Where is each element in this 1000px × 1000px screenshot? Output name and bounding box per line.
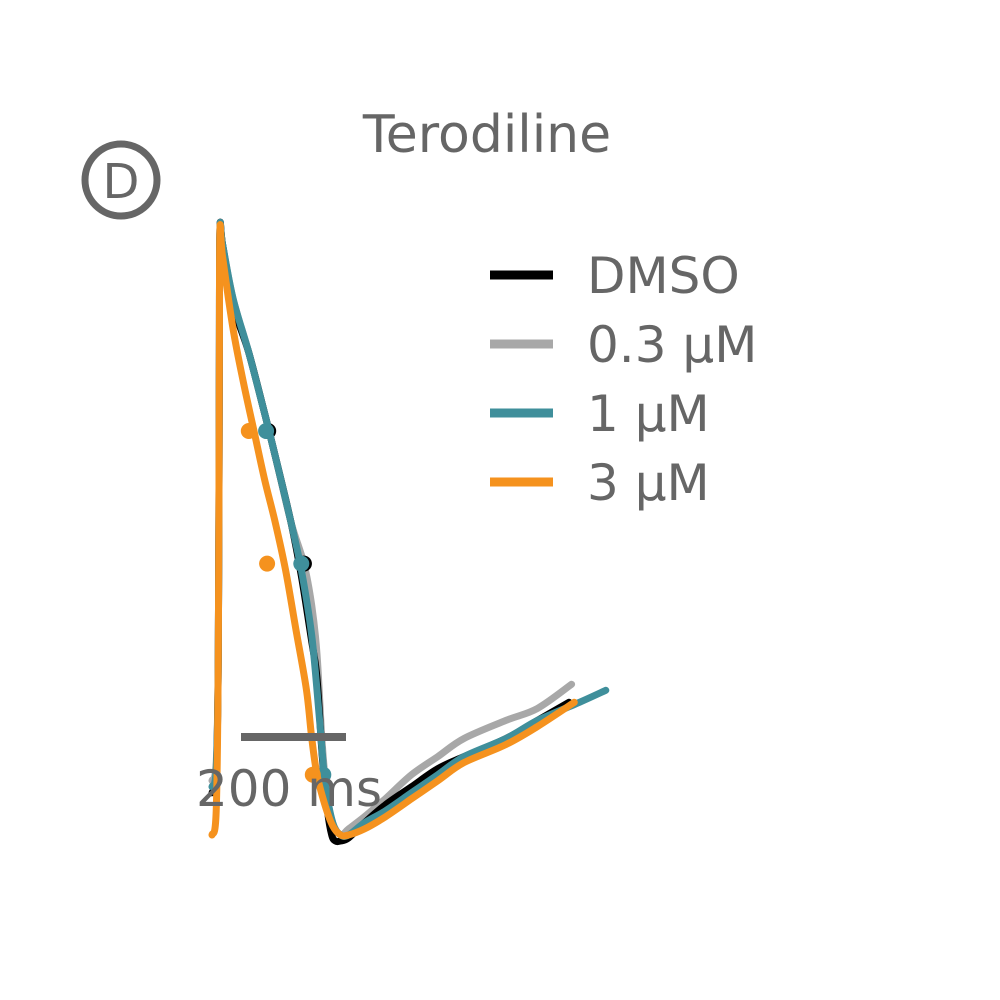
legend: DMSO 0.3 µM 1 µM 3 µM bbox=[490, 247, 757, 512]
panel-label-circle bbox=[81, 140, 161, 220]
series-line-dmso bbox=[208, 218, 573, 846]
series-line-1-um bbox=[208, 219, 610, 840]
series-marker-1-um-1 bbox=[258, 423, 275, 439]
series-layer bbox=[208, 218, 610, 846]
legend-label-3-um: 3 µM bbox=[587, 454, 710, 512]
legend-label-dmso: DMSO bbox=[587, 247, 740, 305]
series-marker-3-um-3 bbox=[304, 766, 321, 783]
scale-bar-label: 200 ms bbox=[196, 760, 382, 818]
legend-label-0-3-um: 0.3 µM bbox=[587, 316, 757, 374]
scale-bar: 200 ms bbox=[196, 733, 382, 818]
series-marker-1-um-2 bbox=[293, 555, 310, 572]
chart-title: Terodiline bbox=[362, 105, 611, 165]
series-marker-3-um-2 bbox=[259, 555, 276, 572]
legend-label-1-um: 1 µM bbox=[587, 385, 710, 443]
series-line-3-um bbox=[208, 221, 578, 840]
series-line-0-3-um bbox=[208, 219, 576, 839]
series-marker-3-um-1 bbox=[240, 423, 257, 439]
panel-label: D bbox=[103, 154, 140, 210]
panel-label-badge: D bbox=[81, 140, 161, 220]
